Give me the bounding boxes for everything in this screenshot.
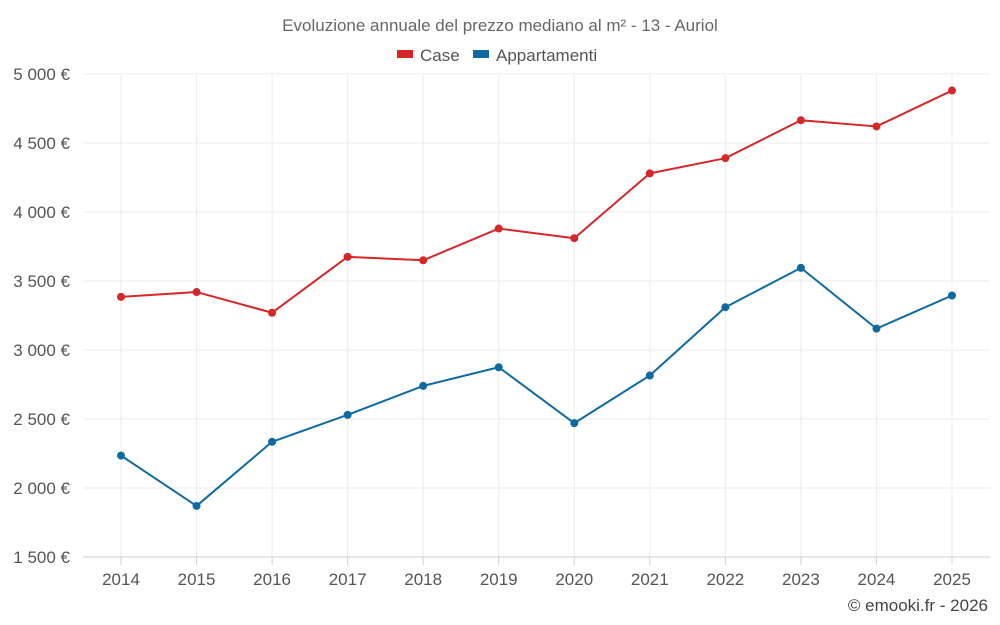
data-point [948, 86, 956, 95]
data-point [721, 303, 730, 312]
data-point [645, 371, 654, 380]
x-tick-label: 2023 [782, 570, 820, 589]
data-point [494, 363, 503, 372]
series-case [117, 86, 956, 317]
x-tick-label: 2025 [933, 570, 971, 589]
data-point [796, 116, 805, 125]
grid [83, 73, 990, 557]
legend: Case Appartamenti [397, 46, 597, 65]
legend-swatch [397, 50, 413, 58]
legend-item-appartamenti: Appartamenti [473, 46, 597, 65]
data-point [343, 410, 352, 419]
x-tick-label: 2022 [706, 570, 744, 589]
series-appartamenti [117, 263, 956, 510]
data-point [570, 234, 579, 243]
y-tick-label: 2 000 € [13, 479, 70, 498]
chart-title: Evoluzione annuale del prezzo mediano al… [282, 16, 718, 35]
data-point [645, 169, 654, 178]
data-point [419, 381, 428, 390]
data-point [117, 292, 125, 301]
data-point [948, 291, 956, 300]
x-tick-label: 2024 [858, 570, 896, 589]
data-point [721, 154, 730, 163]
data-point [192, 501, 201, 510]
legend-swatch [473, 50, 489, 58]
x-tick-label: 2019 [480, 570, 518, 589]
y-tick-label: 4 500 € [13, 134, 70, 153]
data-point [796, 263, 805, 272]
data-point [268, 437, 277, 446]
data-point [419, 256, 428, 265]
series-layer [117, 86, 956, 510]
series-line-case [120, 89, 953, 314]
data-point [494, 224, 503, 233]
axes: 1 500 € 2 000 € 2 500 € 3 000 € 3 500 € 4 000… [13, 65, 990, 589]
data-point [872, 122, 881, 131]
x-tick-label: 2015 [178, 570, 216, 589]
legend-label: Appartamenti [496, 46, 597, 65]
x-tick-label: 2014 [102, 570, 140, 589]
data-point [570, 419, 579, 428]
data-point [343, 252, 352, 261]
data-point [117, 451, 125, 460]
x-tick-label: 2020 [555, 570, 593, 589]
legend-label: Case [420, 46, 460, 65]
y-tick-label: 3 000 € [13, 341, 70, 360]
y-tick-label: 5 000 € [13, 65, 70, 84]
series-line-appartamenti [120, 266, 953, 507]
x-tick-label: 2021 [631, 570, 669, 589]
x-tick-label: 2016 [253, 570, 291, 589]
y-tick-label: 3 500 € [13, 272, 70, 291]
data-point [872, 324, 881, 333]
y-tick-label: 4 000 € [13, 203, 70, 222]
x-tick-label: 2018 [404, 570, 442, 589]
legend-item-case: Case [397, 46, 460, 65]
data-point [192, 288, 201, 297]
y-tick-label: 1 500 € [13, 548, 70, 567]
y-tick-label: 2 500 € [13, 410, 70, 429]
credit-text: © emooki.fr - 2026 [848, 596, 988, 615]
data-point [268, 308, 277, 317]
x-tick-label: 2017 [329, 570, 367, 589]
